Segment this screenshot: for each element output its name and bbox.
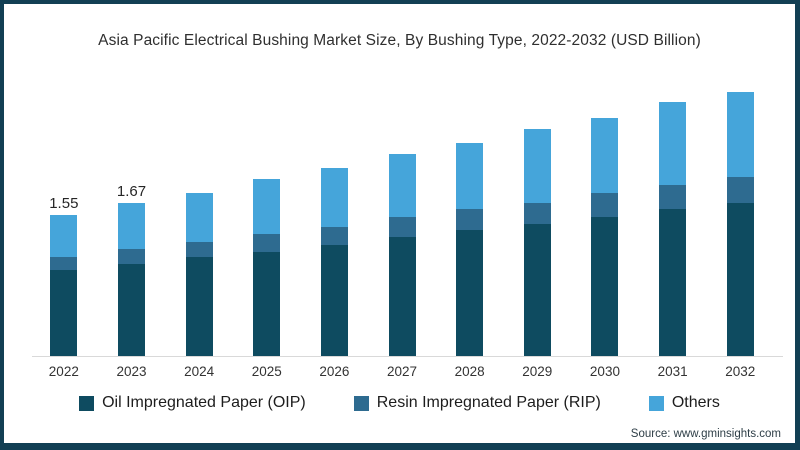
bar-segment — [50, 257, 78, 270]
stacked-bar — [185, 193, 213, 356]
bar-group — [706, 54, 774, 356]
bar-segment — [456, 143, 484, 209]
bar-segment — [185, 257, 213, 356]
x-axis-tick-label: 2023 — [116, 364, 147, 379]
bar-segment — [659, 185, 687, 209]
x-axis-labels: 2022 2023 2024 2025 2026 2027 2028 2029 2030 2031… — [30, 364, 774, 379]
bar-segment — [591, 217, 619, 356]
stacked-bar — [320, 168, 348, 356]
stacked-bar — [253, 179, 281, 356]
x-axis-tick-label: 2022 — [48, 364, 79, 379]
bar-group — [571, 54, 639, 356]
bar-segment — [591, 193, 619, 217]
legend-label: Oil Impregnated Paper (OIP) — [102, 394, 306, 411]
bar-segment — [456, 209, 484, 230]
bar-segment — [659, 209, 687, 356]
bar-segment — [523, 129, 551, 203]
bar-group — [368, 54, 436, 356]
stacked-bar — [117, 203, 145, 356]
stacked-bar — [726, 92, 754, 356]
bar-segment — [50, 215, 78, 257]
plot-area: 1.55 1.67 — [30, 54, 774, 356]
legend-swatch-icon — [353, 395, 369, 411]
bar-segment — [523, 203, 551, 224]
bar-group — [165, 54, 233, 356]
x-axis-tick-label: 2030 — [589, 364, 620, 379]
bar-segment — [591, 118, 619, 193]
bar-segment — [50, 270, 78, 356]
x-axis-tick-label: 2032 — [725, 364, 756, 379]
bar-group — [301, 54, 369, 356]
bar-segment — [388, 154, 416, 217]
stacked-bar — [50, 215, 78, 356]
bar-group: 1.67 — [98, 54, 166, 356]
bar-segment — [456, 230, 484, 356]
bar-segment — [659, 102, 687, 185]
bar-segment — [253, 234, 281, 252]
bar-segment — [253, 252, 281, 356]
stacked-bar — [456, 143, 484, 356]
bar-segment — [726, 203, 754, 356]
legend-label: Others — [671, 394, 720, 411]
legend-item: Resin Impregnated Paper (RIP) — [353, 394, 601, 412]
x-axis-tick-label: 2025 — [251, 364, 282, 379]
legend: Oil Impregnated Paper (OIP) Resin Impregn… — [4, 394, 795, 412]
bar-segment — [388, 237, 416, 356]
stacked-bar — [523, 129, 551, 356]
bar-value-label: 1.55 — [49, 195, 79, 212]
x-axis-tick-label: 2031 — [657, 364, 688, 379]
bar-segment — [185, 242, 213, 257]
bar-segment — [117, 264, 145, 356]
x-axis-tick-label: 2024 — [184, 364, 215, 379]
legend-swatch-icon — [79, 395, 95, 411]
bar-group — [639, 54, 707, 356]
bar-group: 1.55 — [30, 54, 98, 356]
legend-item: Others — [648, 394, 720, 412]
x-axis-tick-label: 2029 — [522, 364, 553, 379]
bar-segment — [388, 217, 416, 237]
bar-segment — [320, 168, 348, 227]
x-axis-tick-label: 2026 — [319, 364, 350, 379]
bar-segment — [320, 227, 348, 245]
source-credit: Source: www.gminsights.com — [630, 428, 781, 440]
bar-segment — [726, 92, 754, 177]
legend-swatch-icon — [648, 395, 664, 411]
bar-segment — [320, 245, 348, 356]
stacked-bar — [659, 102, 687, 356]
bar-segment — [253, 179, 281, 234]
bar-value-label: 1.67 — [116, 183, 147, 200]
bar-segment — [726, 177, 754, 203]
bar-segment — [117, 203, 145, 249]
bar-group — [436, 54, 504, 356]
bar-segment — [117, 249, 145, 264]
bar-segment — [523, 224, 551, 356]
stacked-bar — [388, 154, 416, 356]
chart-title: Asia Pacific Electrical Bushing Market S… — [98, 32, 701, 49]
stacked-bar — [591, 118, 619, 356]
bar-group — [233, 54, 301, 356]
x-axis-line — [32, 356, 783, 357]
x-axis-tick-label: 2027 — [387, 364, 418, 379]
x-axis-tick-label: 2028 — [454, 364, 485, 379]
bar-segment — [185, 193, 213, 242]
bar-group — [503, 54, 571, 356]
legend-label: Resin Impregnated Paper (RIP) — [376, 394, 601, 411]
legend-item: Oil Impregnated Paper (OIP) — [79, 394, 306, 412]
